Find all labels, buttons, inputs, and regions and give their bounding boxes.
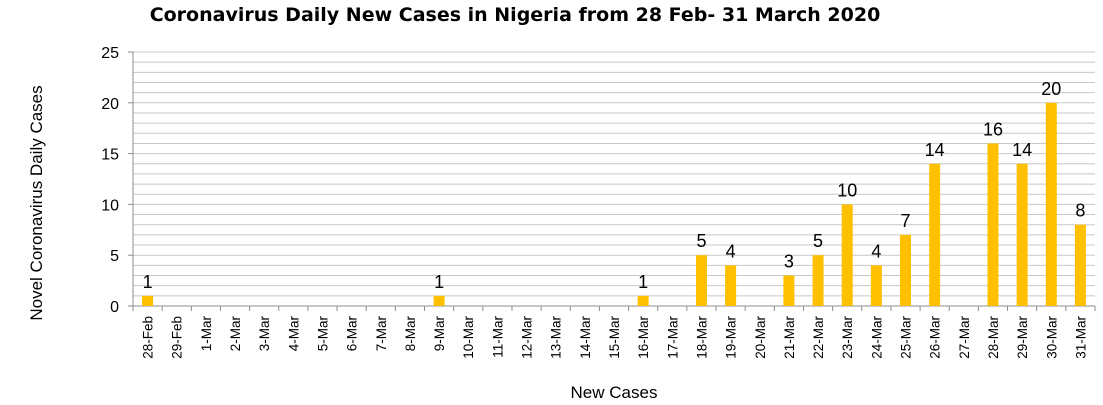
- x-tick-label: 6-Mar: [345, 316, 360, 352]
- x-tick-label: 11-Mar: [490, 316, 505, 358]
- bar: [1045, 102, 1057, 306]
- data-label: 1: [143, 272, 153, 292]
- x-tick-label: 18-Mar: [694, 316, 709, 359]
- bar: [841, 204, 853, 306]
- x-tick-label: 12-Mar: [520, 316, 535, 359]
- data-label: 3: [784, 252, 794, 272]
- x-tick-label: 7-Mar: [374, 316, 389, 352]
- chart-title: Coronavirus Daily New Cases in Nigeria f…: [149, 4, 881, 26]
- bar: [987, 143, 999, 306]
- data-label: 20: [1041, 79, 1061, 99]
- y-tick-label: 10: [101, 197, 119, 214]
- x-tick-label: 25-Mar: [899, 316, 914, 359]
- axes: [128, 51, 1096, 311]
- x-tick-label: 15-Mar: [607, 316, 622, 359]
- x-tick-label: 24-Mar: [869, 316, 884, 359]
- y-tick-label: 20: [101, 96, 119, 113]
- x-tick-label: 9-Mar: [432, 316, 447, 352]
- x-tick-label: 2-Mar: [228, 316, 243, 352]
- x-tick-label: 16-Mar: [636, 316, 651, 359]
- x-tick-label: 26-Mar: [928, 316, 943, 359]
- x-tick-label: 28-Feb: [141, 316, 156, 359]
- data-label: 8: [1075, 201, 1085, 221]
- x-tick-label: 5-Mar: [315, 316, 330, 352]
- x-tick-label: 1-Mar: [199, 316, 214, 352]
- y-tick-label: 15: [101, 147, 119, 164]
- x-tick-label: 29-Mar: [1015, 316, 1030, 359]
- gridlines: [133, 51, 1095, 307]
- data-label: 14: [925, 140, 945, 160]
- bar: [929, 163, 941, 306]
- x-tick-label: 20-Mar: [753, 316, 768, 359]
- data-label: 4: [726, 241, 736, 261]
- bar: [1016, 163, 1028, 306]
- bar: [695, 255, 707, 306]
- data-label: 5: [813, 231, 823, 251]
- x-tick-label: 29-Feb: [170, 316, 185, 359]
- data-label: 4: [871, 241, 881, 261]
- data-label: 1: [638, 272, 648, 292]
- y-tick-labels: 0 5 10 15 20 25: [101, 45, 119, 316]
- bar: [783, 275, 795, 306]
- bar: [637, 295, 649, 306]
- x-tick-label: 13-Mar: [549, 316, 564, 359]
- x-tick-label: 8-Mar: [403, 316, 418, 352]
- x-tick-label: 17-Mar: [665, 316, 680, 359]
- x-tick-label: 14-Mar: [578, 316, 593, 359]
- bar: [142, 295, 154, 306]
- y-axis-title: Novel Coronavirus Daily Cases: [27, 85, 46, 320]
- data-label: 10: [837, 180, 857, 200]
- data-label: 7: [901, 211, 911, 231]
- x-tick-label: 30-Mar: [1044, 316, 1059, 359]
- x-tick-label: 31-Mar: [1073, 316, 1088, 359]
- y-tick-label: 5: [110, 248, 119, 265]
- x-tick-label: 19-Mar: [724, 316, 739, 359]
- y-tick-label: 25: [101, 45, 119, 62]
- bar: [725, 265, 737, 306]
- x-tick-label: 23-Mar: [840, 316, 855, 359]
- x-tick-label: 22-Mar: [811, 316, 826, 359]
- x-tick-label: 27-Mar: [957, 316, 972, 359]
- bar: [812, 255, 824, 306]
- x-tick-label: 4-Mar: [286, 316, 301, 352]
- x-axis-title: New Cases: [571, 383, 658, 402]
- x-tick-label: 21-Mar: [782, 316, 797, 359]
- y-tick-label: 0: [110, 299, 119, 316]
- data-label: 16: [983, 119, 1003, 139]
- bars: [142, 102, 1086, 306]
- bar: [870, 265, 882, 306]
- bar: [900, 234, 912, 306]
- data-label: 1: [434, 272, 444, 292]
- x-tick-label: 10-Mar: [461, 316, 476, 359]
- x-tick-labels: 28-Feb 29-Feb 1-Mar 2-Mar 3-Mar 4-Mar 5-Mar 6-M…: [141, 316, 1089, 359]
- bar: [1074, 224, 1086, 306]
- data-label: 14: [1012, 140, 1032, 160]
- data-label: 5: [696, 231, 706, 251]
- bar: [433, 295, 445, 306]
- x-tick-label: 3-Mar: [257, 316, 272, 352]
- x-tick-label: 28-Mar: [986, 316, 1001, 359]
